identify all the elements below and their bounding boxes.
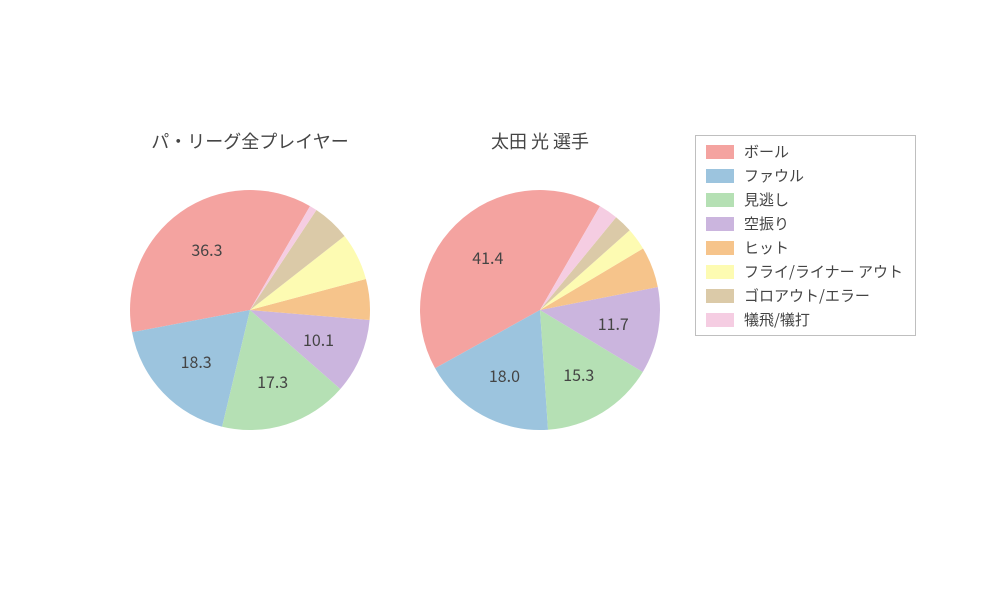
pie-league-label-looking: 17.3 <box>257 369 288 393</box>
pie-title-league: パ・リーグ全プレイヤー <box>120 128 380 154</box>
legend-item-looking: 見逃し <box>706 192 903 207</box>
legend-swatch-looking <box>706 193 734 207</box>
legend: ボールファウル見逃し空振りヒットフライ/ライナー アウトゴロアウト/エラー犠飛/… <box>695 135 916 336</box>
legend-label-sac: 犠飛/犠打 <box>744 312 810 327</box>
legend-swatch-swinging <box>706 217 734 231</box>
legend-label-foul: ファウル <box>744 168 804 183</box>
pie-player-label-looking: 15.3 <box>563 362 594 386</box>
legend-item-swinging: 空振り <box>706 216 903 231</box>
legend-item-ball: ボール <box>706 144 903 159</box>
legend-label-ball: ボール <box>744 144 789 159</box>
pie-league-label-foul: 18.3 <box>181 349 212 373</box>
pie-title-player: 太田 光 選手 <box>410 128 670 154</box>
legend-swatch-foul <box>706 169 734 183</box>
legend-label-hit: ヒット <box>744 240 789 255</box>
legend-item-fly_out: フライ/ライナー アウト <box>706 264 903 279</box>
legend-item-foul: ファウル <box>706 168 903 183</box>
pie-league-label-ball: 36.3 <box>191 237 222 261</box>
legend-swatch-ground_out <box>706 289 734 303</box>
legend-swatch-fly_out <box>706 265 734 279</box>
legend-label-ground_out: ゴロアウト/エラー <box>744 288 870 303</box>
pie-player-label-ball: 41.4 <box>472 245 503 269</box>
pie-league-label-swinging: 10.1 <box>303 327 334 351</box>
legend-item-ground_out: ゴロアウト/エラー <box>706 288 903 303</box>
legend-swatch-sac <box>706 313 734 327</box>
chart-stage: パ・リーグ全プレイヤー 太田 光 選手 ボールファウル見逃し空振りヒットフライ/… <box>0 0 1000 600</box>
legend-swatch-ball <box>706 145 734 159</box>
legend-label-looking: 見逃し <box>744 192 789 207</box>
legend-item-sac: 犠飛/犠打 <box>706 312 903 327</box>
legend-item-hit: ヒット <box>706 240 903 255</box>
legend-label-fly_out: フライ/ライナー アウト <box>744 264 903 279</box>
pie-player-label-foul: 18.0 <box>489 363 520 387</box>
legend-label-swinging: 空振り <box>744 216 789 231</box>
pie-player-label-swinging: 11.7 <box>598 311 629 335</box>
legend-swatch-hit <box>706 241 734 255</box>
